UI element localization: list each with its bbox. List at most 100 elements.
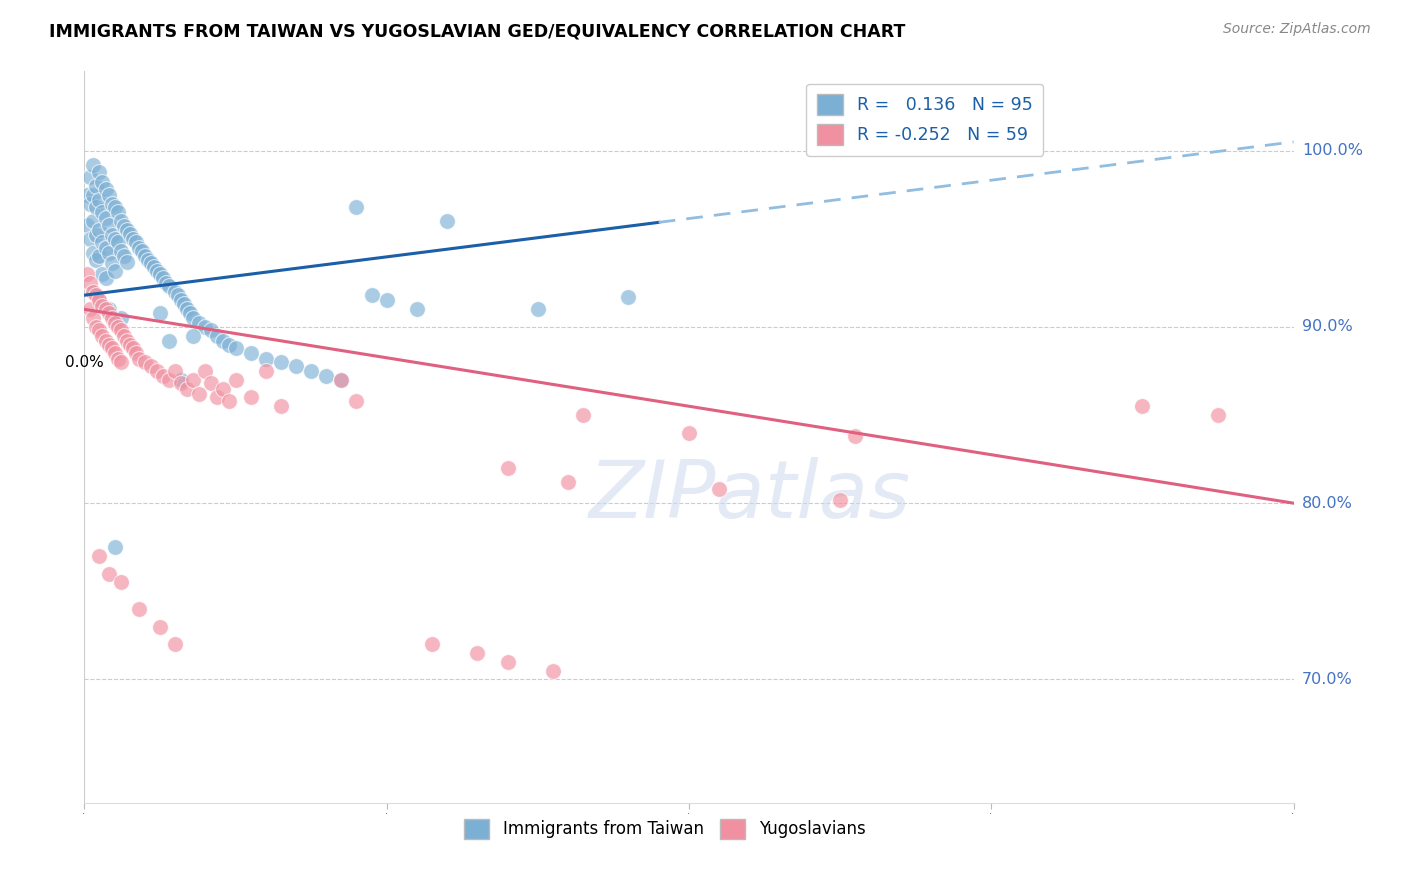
Point xyxy=(118,227,141,241)
Point xyxy=(110,311,132,326)
Point xyxy=(254,364,277,378)
Point xyxy=(82,214,104,228)
Point xyxy=(82,285,104,299)
Point xyxy=(136,252,159,267)
Point xyxy=(91,299,114,313)
Point xyxy=(212,382,235,396)
Text: 80.0%: 80.0% xyxy=(1302,496,1353,511)
Point xyxy=(207,391,229,405)
Point xyxy=(200,323,222,337)
Point xyxy=(239,391,262,405)
Point xyxy=(212,334,235,348)
Point xyxy=(97,302,120,317)
Point xyxy=(844,429,866,443)
Point xyxy=(91,328,114,343)
Point xyxy=(86,320,108,334)
Point xyxy=(541,664,564,678)
Point xyxy=(100,311,122,326)
Point xyxy=(82,285,104,299)
Point xyxy=(104,263,127,277)
Point xyxy=(285,359,308,373)
Point xyxy=(110,323,132,337)
Point xyxy=(76,218,98,232)
Point xyxy=(82,246,104,260)
Point xyxy=(110,244,132,259)
Point xyxy=(128,241,150,255)
Point xyxy=(467,646,489,660)
Point xyxy=(100,228,122,243)
Point xyxy=(89,193,111,207)
Point xyxy=(170,373,193,387)
Point xyxy=(165,637,187,651)
Point xyxy=(125,346,148,360)
Point xyxy=(346,200,368,214)
Point xyxy=(165,285,187,299)
Point xyxy=(157,279,180,293)
Point xyxy=(165,364,187,378)
Point xyxy=(94,241,117,255)
Point xyxy=(89,249,111,263)
Point xyxy=(139,256,162,270)
Point xyxy=(89,549,111,563)
Point xyxy=(97,187,120,202)
Point xyxy=(678,425,700,440)
Point xyxy=(194,320,217,334)
Point xyxy=(149,619,172,633)
Point xyxy=(94,334,117,348)
Point xyxy=(91,175,114,189)
Point xyxy=(207,328,229,343)
Point xyxy=(82,187,104,202)
Point xyxy=(170,293,193,308)
Point xyxy=(89,165,111,179)
Point xyxy=(91,267,114,281)
Point xyxy=(142,260,165,274)
Point xyxy=(496,461,519,475)
Text: 0.0%: 0.0% xyxy=(65,355,104,370)
Point xyxy=(107,205,129,219)
Point xyxy=(110,355,132,369)
Text: Source: ZipAtlas.com: Source: ZipAtlas.com xyxy=(1223,22,1371,37)
Point xyxy=(149,306,172,320)
Point xyxy=(112,219,135,234)
Point xyxy=(128,602,150,616)
Point xyxy=(239,346,262,360)
Point xyxy=(181,373,204,387)
Point xyxy=(104,346,127,360)
Point xyxy=(170,376,193,391)
Point xyxy=(94,302,117,317)
Point xyxy=(270,399,292,413)
Point xyxy=(830,492,852,507)
Point xyxy=(107,235,129,250)
Point xyxy=(89,323,111,337)
Point xyxy=(79,302,101,317)
Point xyxy=(1130,399,1153,413)
Point xyxy=(157,334,180,348)
Point xyxy=(330,373,353,387)
Point xyxy=(131,244,153,259)
Point xyxy=(330,373,353,387)
Point xyxy=(557,475,579,489)
Text: IMMIGRANTS FROM TAIWAN VS YUGOSLAVIAN GED/EQUIVALENCY CORRELATION CHART: IMMIGRANTS FROM TAIWAN VS YUGOSLAVIAN GE… xyxy=(49,22,905,40)
Point xyxy=(86,228,108,243)
Point xyxy=(104,200,127,214)
Point xyxy=(79,196,101,211)
Point xyxy=(139,359,162,373)
Point xyxy=(149,267,172,281)
Point xyxy=(436,214,458,228)
Point xyxy=(91,205,114,219)
Point xyxy=(104,232,127,246)
Point xyxy=(1206,408,1229,422)
Point xyxy=(200,376,222,391)
Point xyxy=(110,214,132,228)
Point xyxy=(82,311,104,326)
Point xyxy=(115,334,138,348)
Point xyxy=(100,256,122,270)
Point xyxy=(115,223,138,237)
Point xyxy=(420,637,443,651)
Point xyxy=(79,276,101,290)
Point xyxy=(91,235,114,250)
Point xyxy=(89,223,111,237)
Point xyxy=(406,302,429,317)
Point xyxy=(115,254,138,268)
Legend: Immigrants from Taiwan, Yugoslavians: Immigrants from Taiwan, Yugoslavians xyxy=(457,812,872,846)
